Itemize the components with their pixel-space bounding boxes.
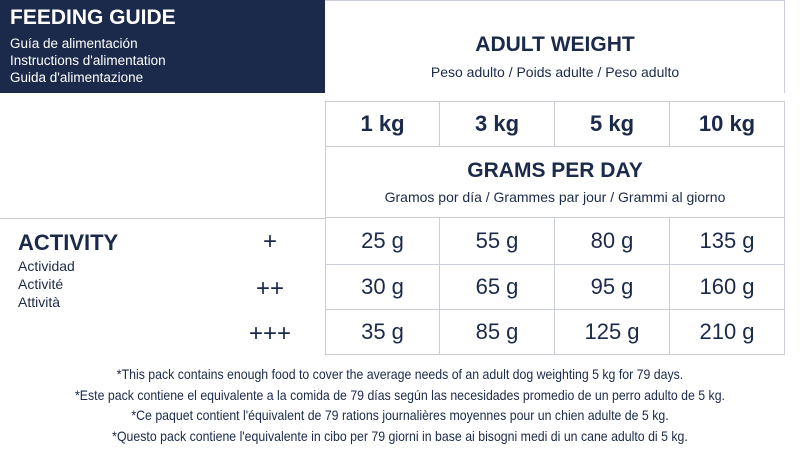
header-subtitle: Guía de alimentación (10, 36, 138, 51)
header-box: FEEDING GUIDE Guía de alimentación Instru… (0, 0, 325, 93)
unit-subtitle: Gramos por día / Grammes par jour / Gram… (384, 189, 726, 205)
activity-subtitle: Attività (18, 294, 61, 310)
note-line: *Ce paquet contient l'équivalent de 79 r… (131, 407, 669, 423)
grams-cell: 65 g (440, 265, 555, 310)
header-title: FEEDING GUIDE (10, 6, 176, 29)
grams-cell: 135 g (670, 218, 785, 265)
unit-title: GRAMS PER DAY (467, 159, 643, 182)
grams-cell: 160 g (670, 265, 785, 310)
grams-cell: 210 g (670, 310, 785, 355)
grams-cell: 85 g (440, 310, 555, 355)
grams-cell: 30 g (325, 265, 440, 310)
weight-header: ADULT WEIGHT Peso adulto / Poids adulte … (325, 0, 785, 93)
activity-title: ACTIVITY (18, 230, 119, 255)
note-line: *Questo pack contiene l'equivalente in c… (112, 427, 688, 444)
activity-subtitle: Activité (18, 276, 64, 292)
activity-subtitle: Actividad (18, 258, 75, 274)
activity-level: ++ (255, 275, 285, 302)
grams-cell: 25 g (325, 218, 440, 265)
note-line: *This pack contains enough food to cover… (116, 366, 684, 382)
grams-cell: 35 g (325, 310, 440, 355)
weight-column: 3 kg (440, 101, 555, 147)
unit-header: GRAMS PER DAY Gramos por día / Grammes p… (325, 147, 785, 218)
weight-column: 1 kg (325, 101, 440, 147)
grams-cell: 80 g (555, 218, 670, 265)
grams-cell: 125 g (555, 310, 670, 355)
weight-subtitle: Peso adulto / Poids adulte / Peso adulto (430, 64, 680, 80)
grams-cell: 55 g (440, 218, 555, 265)
weight-title: ADULT WEIGHT (475, 33, 635, 56)
activity-level: + (262, 228, 277, 255)
weight-column: 5 kg (555, 101, 670, 147)
weight-column: 10 kg (670, 101, 785, 147)
grams-cell: 95 g (555, 265, 670, 310)
divider (0, 218, 325, 219)
header-subtitle: Instructions d'alimentation (10, 53, 166, 68)
activity-level: +++ (248, 320, 292, 347)
note-line: *Este pack contiene el equivalente a la … (75, 386, 725, 403)
header-subtitle: Guida d'alimentazione (10, 70, 144, 85)
